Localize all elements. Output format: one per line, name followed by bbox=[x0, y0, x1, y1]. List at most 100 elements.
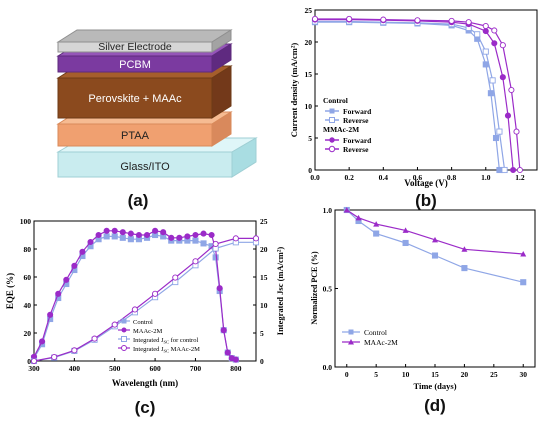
jv-series-2-point bbox=[499, 74, 506, 81]
eqe-series-3-line bbox=[33, 237, 256, 362]
legend-header-mmac: MMAc-2M bbox=[323, 125, 359, 134]
eqe-chart: 300 400 500 600 700 800 0 20 40 60 80 100 0 5 10 15 20 25… bbox=[5, 217, 285, 388]
stability-xtick-label: 25 bbox=[490, 370, 498, 379]
legend-marker-eqe-maac bbox=[121, 327, 127, 333]
jv-xlabel: Voltage (V) bbox=[404, 178, 447, 188]
legend-marker-control-forward bbox=[329, 108, 335, 114]
stability-series-0-point bbox=[520, 279, 527, 286]
jv-legend: Control Forward Reverse MMAc-2M Forward … bbox=[323, 96, 372, 154]
stability-series-0-point bbox=[431, 252, 439, 259]
eqe-series-1-point bbox=[208, 231, 215, 239]
eqe-xlabel: Wavelength (nm) bbox=[112, 378, 178, 388]
stability-xtick-label: 20 bbox=[461, 370, 469, 379]
eqe-series-1-point bbox=[192, 231, 199, 239]
stability-legend: Control MAAc-2M bbox=[342, 328, 398, 347]
eqe-series-1-point bbox=[176, 234, 183, 241]
eqe-series-3-point bbox=[212, 240, 219, 248]
eqe-series-3-point bbox=[131, 306, 138, 313]
eqe-xtick-label: 400 bbox=[69, 364, 81, 373]
jv-series-3-point bbox=[414, 17, 421, 24]
eqe-ytick-label: 100 bbox=[20, 217, 32, 226]
layer-label-pcbm: PCBM bbox=[119, 59, 151, 71]
eqe-series-3-point bbox=[91, 335, 98, 342]
eqe-xtick-label: 300 bbox=[28, 364, 40, 373]
eqe-ytick-right-label: 0 bbox=[260, 357, 264, 366]
layer-label-ptaa: PTAA bbox=[121, 130, 150, 142]
jv-xtick-label: 1.0 bbox=[481, 173, 491, 182]
eqe-series-1-point bbox=[119, 229, 126, 236]
eqe-ytick-label: 60 bbox=[24, 273, 32, 282]
eqe-series-3-point bbox=[192, 258, 199, 265]
eqe-series-3-point bbox=[172, 274, 179, 281]
eqe-series-0-point bbox=[119, 234, 126, 241]
legend-label-eqe-maac: MAAc-2M bbox=[133, 328, 162, 335]
jv-series-3-point bbox=[499, 42, 506, 49]
legend-label-jsc-control: Integrated JSC for control bbox=[133, 337, 198, 345]
layer-pcbm-right bbox=[211, 43, 232, 73]
eqe-series-0-point bbox=[111, 233, 118, 240]
jv-ytick-label: 15 bbox=[305, 70, 313, 79]
jv-series-3-line bbox=[315, 18, 521, 171]
eqe-series-1-point bbox=[216, 285, 223, 292]
eqe-series-1-point bbox=[160, 229, 167, 236]
eqe-ytick-right-label: 20 bbox=[260, 245, 268, 254]
jv-xtick-label: 0.4 bbox=[379, 173, 389, 182]
eqe-series-1-point bbox=[95, 231, 102, 239]
eqe-series-1-point bbox=[200, 230, 207, 237]
eqe-series-1-point bbox=[103, 227, 110, 234]
legend-marker-mmac-reverse bbox=[328, 145, 336, 153]
eqe-series-3-point bbox=[30, 357, 38, 365]
eqe-series-1-point bbox=[220, 327, 227, 334]
eqe-series-0-point bbox=[200, 240, 207, 247]
legend-marker-jsc-control bbox=[121, 336, 127, 342]
stability-series-1-point bbox=[520, 250, 527, 257]
eqe-ytick-label: 40 bbox=[24, 301, 32, 310]
legend-marker-eqe-control bbox=[121, 318, 127, 324]
legend-marker-jsc-maac bbox=[121, 345, 127, 351]
eqe-legend: Control MAAc-2M Integrated JSC for contr… bbox=[118, 318, 200, 354]
eqe-series-3-point bbox=[71, 347, 78, 354]
jv-xtick-label: 0.6 bbox=[413, 173, 423, 182]
stability-series-1-point bbox=[355, 214, 362, 221]
legend-header-control: Control bbox=[323, 96, 348, 105]
jv-series-2-point bbox=[504, 112, 512, 119]
jv-xtick-label: 0.0 bbox=[310, 173, 320, 182]
jv-series-3-point bbox=[311, 15, 319, 23]
jv-series-0-point bbox=[487, 90, 494, 97]
legend-label-control-forward: Forward bbox=[343, 107, 372, 116]
jv-series-1-point bbox=[474, 31, 481, 38]
eqe-xtick-label: 600 bbox=[149, 364, 161, 373]
stability-series-1-point bbox=[432, 236, 438, 243]
jv-plot-frame bbox=[314, 9, 538, 171]
panel-label-d: (d) bbox=[424, 396, 446, 415]
layer-ptaa-right bbox=[211, 111, 232, 147]
legend-label-mmac-reverse: Reverse bbox=[343, 145, 369, 154]
jv-series-3-point bbox=[448, 17, 455, 24]
legend-marker-mmac-forward bbox=[329, 137, 335, 143]
eqe-series-1-point bbox=[71, 262, 78, 269]
jv-ytick-label: 0 bbox=[308, 166, 312, 175]
stability-xtick-label: 10 bbox=[402, 370, 410, 379]
eqe-series-1-point bbox=[47, 311, 54, 318]
eqe-series-0-point bbox=[212, 254, 219, 261]
panel-label-c: (c) bbox=[135, 398, 156, 417]
jv-series-3-point bbox=[482, 22, 489, 30]
jv-series-0-point bbox=[482, 61, 489, 68]
eqe-ytick-right-label: 25 bbox=[260, 217, 268, 226]
stability-ytick-label: 1.0 bbox=[323, 206, 333, 215]
stability-ytick-label: 0.0 bbox=[323, 363, 333, 372]
eqe-series-1-point bbox=[184, 233, 191, 240]
stability-xtick-label: 30 bbox=[519, 370, 527, 379]
stability-xlabel: Time (days) bbox=[413, 381, 456, 391]
eqe-series-1-point bbox=[87, 238, 94, 246]
eqe-series-3-point bbox=[232, 235, 239, 242]
jv-series-3-point bbox=[491, 27, 498, 34]
eqe-series-1-point bbox=[232, 356, 239, 363]
eqe-series-0-point bbox=[103, 233, 110, 240]
stability-ylabel: Normalized PCE (%) bbox=[310, 251, 319, 325]
panel-label-b: (b) bbox=[415, 191, 437, 210]
stability-xtick-label: 0 bbox=[345, 370, 349, 379]
legend-marker-control-reverse bbox=[329, 117, 335, 123]
eqe-series-1-point bbox=[127, 230, 134, 237]
